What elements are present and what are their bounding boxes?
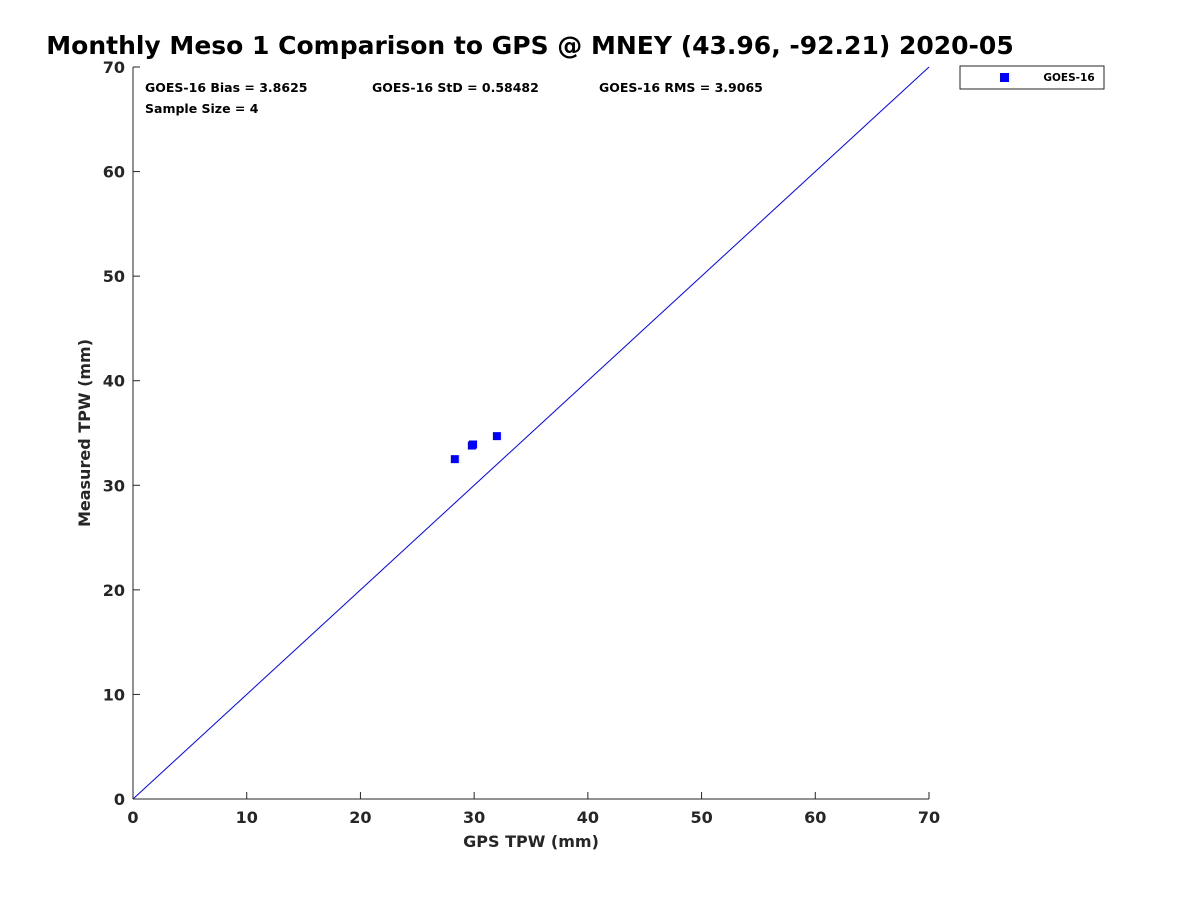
- one-to-one-line: [132, 66, 930, 800]
- x-tick-label: 60: [804, 808, 826, 827]
- stat-std: GOES-16 StD = 0.58482: [372, 80, 539, 95]
- data-point: [492, 432, 501, 441]
- y-tick-label: 10: [103, 685, 125, 704]
- stat-bias: GOES-16 Bias = 3.8625: [145, 80, 307, 95]
- y-tick-label: 40: [103, 372, 125, 391]
- legend: GOES-16: [959, 65, 1105, 90]
- legend-box: [959, 65, 1105, 90]
- x-axis-label: GPS TPW (mm): [463, 832, 599, 851]
- y-axis-ticks: 0 10 20 30 40 50 60 70: [103, 58, 140, 809]
- x-tick-label: 10: [236, 808, 258, 827]
- y-tick-label: 20: [103, 581, 125, 600]
- x-tick-label: 0: [127, 808, 138, 827]
- y-tick-label: 0: [114, 790, 125, 809]
- y-axis-label: Measured TPW (mm): [75, 339, 94, 527]
- x-axis-ticks: 0 10 20 30 40 50 60 70: [127, 792, 940, 827]
- data-points: [450, 432, 501, 464]
- chart-title: Monthly Meso 1 Comparison to GPS @ MNEY …: [46, 31, 1013, 60]
- y-tick-label: 30: [103, 476, 125, 495]
- x-tick-label: 70: [918, 808, 940, 827]
- x-tick-label: 50: [690, 808, 712, 827]
- stat-rms: GOES-16 RMS = 3.9065: [599, 80, 763, 95]
- legend-marker-square: [1000, 73, 1009, 82]
- data-point: [469, 440, 478, 449]
- x-tick-label: 40: [577, 808, 599, 827]
- y-tick-label: 70: [103, 58, 125, 77]
- stat-sample-size: Sample Size = 4: [145, 101, 259, 116]
- x-tick-label: 30: [463, 808, 485, 827]
- y-tick-label: 60: [103, 163, 125, 182]
- y-tick-label: 50: [103, 267, 125, 286]
- data-point: [450, 455, 459, 464]
- x-tick-label: 20: [349, 808, 371, 827]
- legend-label: GOES-16: [1043, 72, 1094, 84]
